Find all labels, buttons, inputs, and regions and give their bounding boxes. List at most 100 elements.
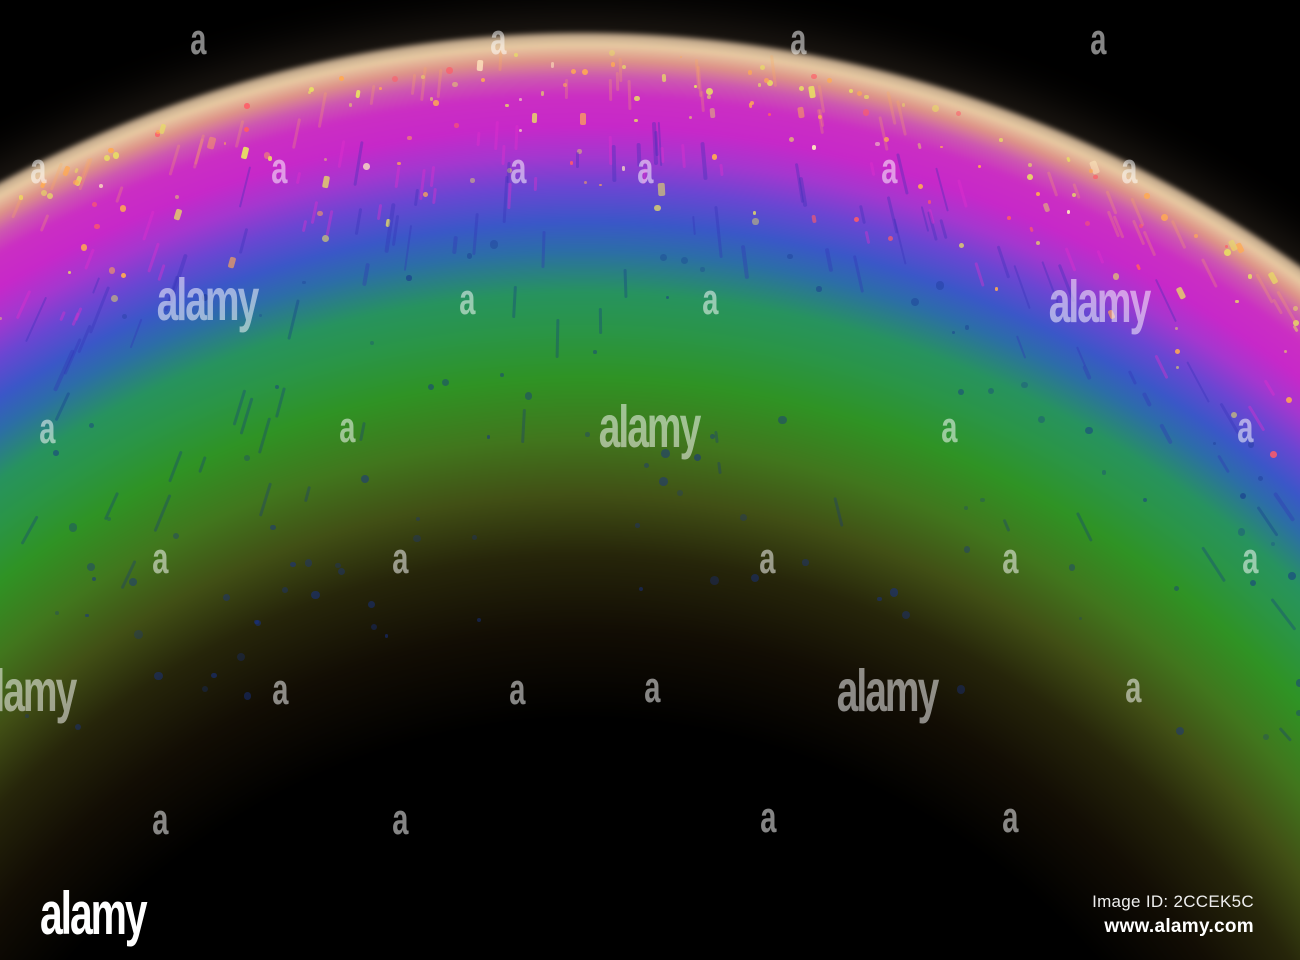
speckle bbox=[1293, 319, 1300, 326]
watermark-letter: a bbox=[510, 144, 526, 194]
speckle bbox=[505, 103, 509, 108]
speckle bbox=[338, 75, 345, 82]
speckle bbox=[965, 325, 970, 330]
speckle bbox=[988, 388, 995, 395]
speckle bbox=[752, 210, 757, 215]
speckle bbox=[963, 546, 971, 553]
watermark-letter: a bbox=[760, 793, 776, 843]
speckle bbox=[940, 145, 944, 149]
speckle bbox=[104, 154, 111, 161]
image-id-text: Image ID: 2CCEK5C bbox=[1092, 892, 1254, 911]
speckle bbox=[413, 534, 421, 543]
speckle bbox=[518, 128, 523, 133]
speckle bbox=[513, 52, 518, 57]
speckle bbox=[119, 205, 127, 213]
speckle bbox=[1269, 451, 1277, 459]
speckle bbox=[757, 83, 762, 88]
speckle bbox=[311, 590, 321, 600]
speckle bbox=[446, 67, 453, 74]
speckle bbox=[1071, 193, 1076, 198]
speckle bbox=[693, 85, 697, 88]
speckle bbox=[237, 652, 246, 661]
speckle bbox=[581, 69, 588, 76]
speckle bbox=[481, 78, 486, 83]
speckle bbox=[854, 217, 860, 222]
speckle bbox=[963, 506, 968, 511]
speckle bbox=[1175, 365, 1179, 369]
speckle bbox=[155, 130, 160, 135]
watermark-letter: a bbox=[1121, 144, 1137, 194]
speckle bbox=[466, 253, 473, 259]
speckle bbox=[290, 561, 296, 568]
speckle bbox=[428, 383, 435, 390]
speckle bbox=[1112, 273, 1119, 280]
speckle bbox=[441, 379, 449, 387]
speckle bbox=[1093, 174, 1098, 180]
speckle bbox=[957, 389, 964, 396]
speckle bbox=[88, 423, 94, 428]
speckle bbox=[308, 87, 314, 93]
speckle bbox=[46, 192, 53, 199]
speckle bbox=[68, 271, 71, 275]
speckle bbox=[87, 562, 95, 571]
speckle bbox=[270, 524, 276, 531]
speckle bbox=[524, 392, 533, 400]
watermark-letter: a bbox=[459, 275, 475, 325]
speckle bbox=[1085, 426, 1093, 434]
speckle bbox=[816, 286, 822, 292]
speckle bbox=[643, 463, 649, 469]
speckle bbox=[635, 523, 640, 528]
speckle bbox=[363, 163, 370, 170]
speckle bbox=[307, 90, 312, 94]
speckle bbox=[849, 88, 854, 93]
speckle bbox=[406, 275, 412, 281]
speckle bbox=[302, 280, 307, 285]
speckle bbox=[1224, 249, 1231, 257]
watermark-letter: a bbox=[1002, 793, 1018, 843]
watermark-letter: a bbox=[1125, 663, 1141, 713]
speckle bbox=[999, 138, 1003, 142]
speckle bbox=[370, 340, 375, 345]
speckle bbox=[747, 70, 753, 75]
watermark-letter: a bbox=[392, 534, 408, 584]
speckle bbox=[1270, 541, 1275, 546]
speckle bbox=[666, 295, 670, 300]
speckle bbox=[1250, 580, 1257, 587]
watermark-word: alamy bbox=[1048, 269, 1151, 336]
speckle bbox=[750, 573, 760, 583]
speckle bbox=[222, 594, 230, 602]
speckle bbox=[40, 190, 47, 197]
watermark-letter: a bbox=[152, 795, 168, 845]
speckle bbox=[887, 235, 893, 241]
speckle bbox=[1292, 305, 1298, 312]
speckle bbox=[1257, 476, 1263, 482]
speckle bbox=[660, 448, 670, 458]
speckle bbox=[562, 82, 567, 88]
speckle bbox=[201, 685, 209, 692]
speckle bbox=[622, 65, 627, 69]
watermark-letter: a bbox=[152, 534, 168, 584]
speckle bbox=[244, 103, 250, 109]
speckle bbox=[1224, 245, 1228, 249]
speckle bbox=[91, 202, 97, 208]
speckle bbox=[99, 183, 103, 188]
speckle bbox=[1283, 349, 1287, 354]
speckle bbox=[739, 513, 748, 522]
speckle bbox=[316, 210, 323, 217]
speckle bbox=[749, 101, 754, 106]
speckle bbox=[638, 587, 644, 592]
speckle bbox=[335, 562, 341, 569]
speckle bbox=[407, 135, 412, 141]
speckle bbox=[710, 575, 720, 585]
watermark-letter: a bbox=[272, 665, 288, 715]
speckle bbox=[433, 100, 439, 106]
speckle bbox=[700, 267, 705, 272]
speckle bbox=[129, 577, 137, 586]
speckle bbox=[397, 161, 401, 166]
speckle bbox=[254, 619, 259, 625]
speckle bbox=[764, 78, 770, 84]
speckle bbox=[470, 178, 475, 183]
speckle bbox=[415, 517, 420, 522]
speckle bbox=[91, 576, 96, 581]
